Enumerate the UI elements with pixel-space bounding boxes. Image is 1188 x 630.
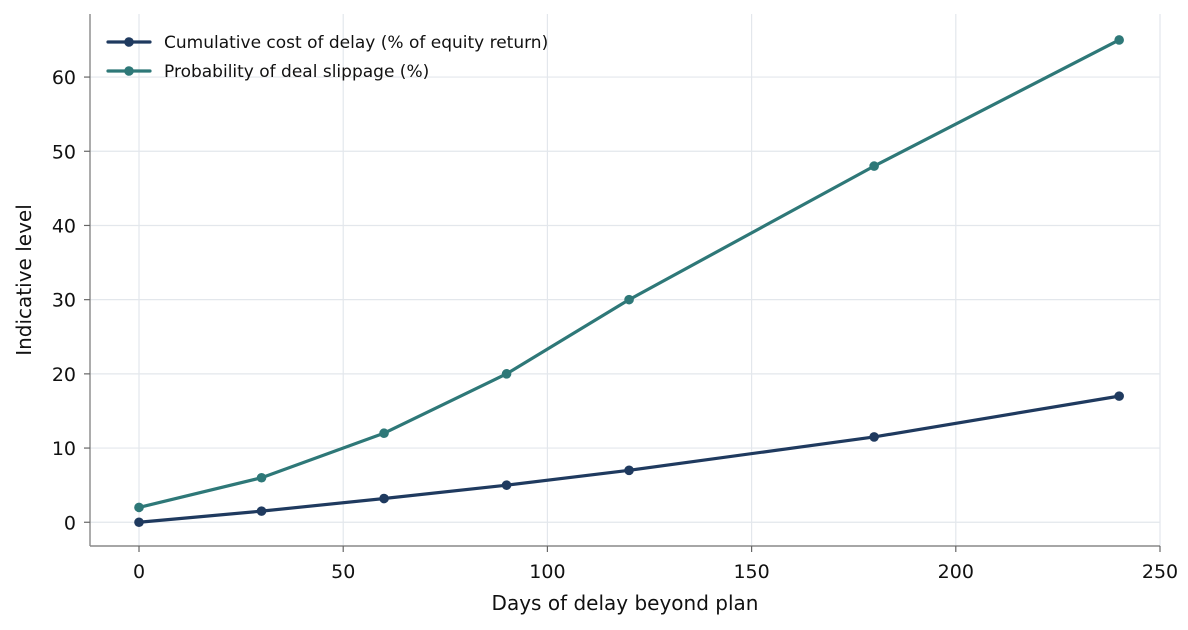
series-1-point-6 [1114,391,1124,401]
legend-item-2: Probability of deal slippage (%) [106,62,429,82]
x-tick-label-2: 100 [529,561,565,583]
axes-layer: 0 50 100 150 200 250 0 10 20 30 40 50 60 [52,14,1178,583]
legend-item-1: Cumulative cost of delay (% of equity re… [106,33,548,53]
x-tick-label-3: 150 [733,561,769,583]
y-tick-label-2: 20 [52,364,76,386]
series-1-point-3 [501,480,512,490]
x-tick-label-0: 0 [133,561,145,583]
y-tick-label-5: 50 [52,141,76,163]
y-tick-label-6: 60 [52,67,76,89]
series-2-point-2 [379,428,389,439]
series-1-point-5 [869,432,879,442]
legend-swatch-marker-2 [124,66,134,76]
series-2-point-4 [624,294,634,305]
series-1-point-2 [379,493,389,504]
y-tick-label-3: 30 [52,290,76,312]
x-tick-label-5: 250 [1142,561,1178,583]
y-axis-label: Indicative level [12,204,36,356]
grid-layer [90,14,1161,546]
series-2-line [137,38,1121,510]
series-2-point-0 [134,502,144,513]
series-layer [134,35,1124,528]
legend: Cumulative cost of delay (% of equity re… [106,33,548,82]
y-tick-label-4: 40 [52,215,76,237]
series-2-point-5 [869,161,879,171]
series-1-line [137,394,1121,524]
series-1-point-4 [624,465,634,476]
series-1-point-0 [134,517,144,528]
y-tick-label-1: 10 [52,438,76,460]
series-1-point-1 [256,506,267,516]
y-tick-label-0: 0 [64,512,76,534]
x-tick-label-4: 200 [938,561,974,583]
series-2-point-1 [256,472,267,483]
series-2 [134,35,1124,513]
legend-swatch-marker-1 [124,37,134,47]
legend-label-2: Probability of deal slippage (%) [164,62,429,82]
series-2-point-6 [1114,35,1124,45]
series-2-point-3 [501,369,512,379]
legend-label-1: Cumulative cost of delay (% of equity re… [164,33,548,53]
x-axis-label: Days of delay beyond plan [492,591,759,615]
series-1 [134,391,1124,528]
x-tick-label-1: 50 [331,561,355,583]
